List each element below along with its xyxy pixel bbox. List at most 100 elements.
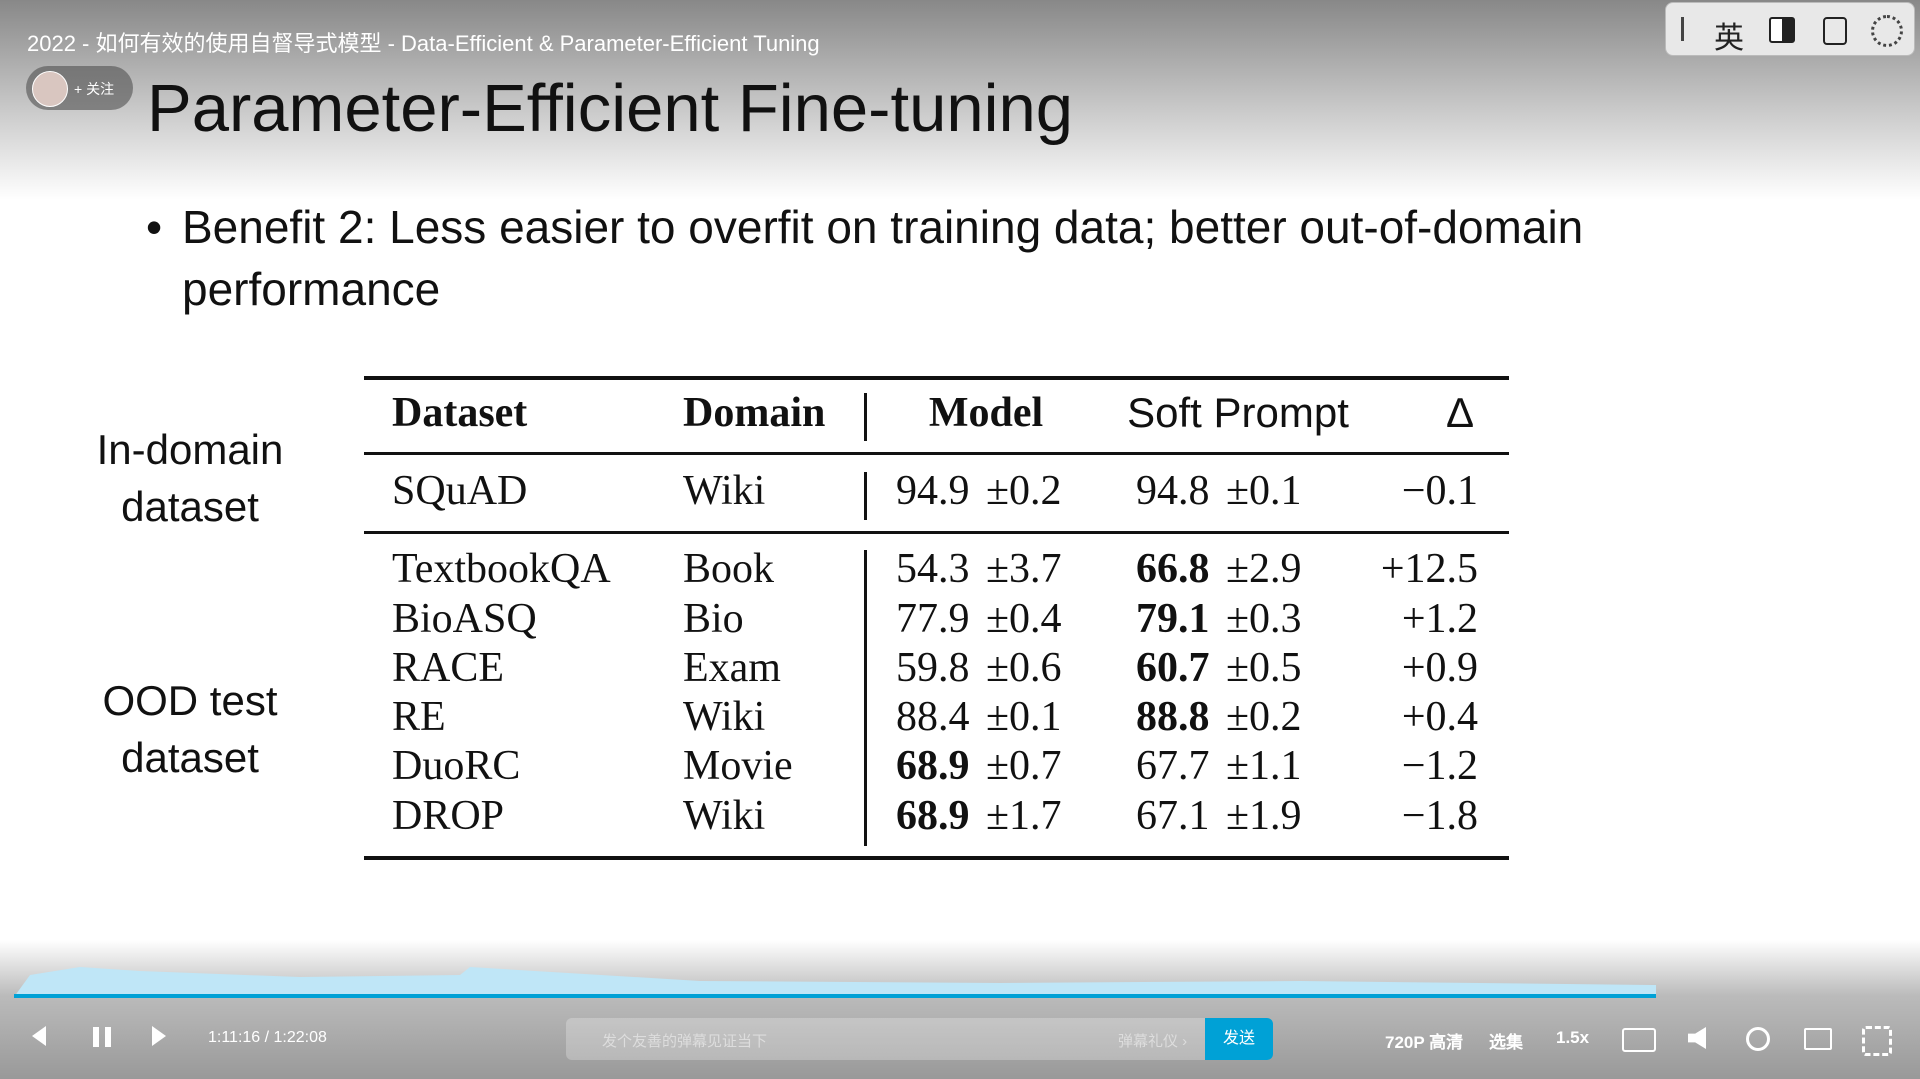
std: ±0.1	[986, 694, 1062, 740]
danmaku-density	[14, 967, 1656, 998]
send-button[interactable]: 发送	[1205, 1018, 1273, 1060]
danmaku-toggle[interactable]	[1622, 1028, 1656, 1052]
episodes[interactable]: 选集	[1489, 1033, 1523, 1052]
danmaku-etiquette[interactable]: 弹幕礼仪 ›	[1118, 1033, 1188, 1050]
progress-bar[interactable]	[14, 994, 1656, 998]
prev-button[interactable]	[32, 1026, 46, 1046]
mean: 94.9	[896, 468, 970, 514]
delta-cell: −1.2	[1401, 743, 1478, 789]
dataset-cell: TextbookQA	[392, 546, 611, 592]
column-divider	[864, 393, 867, 441]
settings[interactable]	[1746, 1027, 1770, 1051]
ime-handle	[1681, 17, 1684, 41]
mean: 77.9	[896, 596, 970, 642]
slide-title: Parameter-Efficient Fine-tuning	[147, 71, 1074, 146]
ime-settings[interactable]	[1871, 15, 1903, 47]
mean: 67.7	[1136, 743, 1210, 789]
mean: 88.4	[896, 694, 970, 740]
pip[interactable]	[1804, 1028, 1832, 1050]
mean: 94.8	[1136, 468, 1210, 514]
column-header: Domain	[683, 390, 826, 436]
std: ±0.1	[1226, 468, 1302, 514]
dataset-cell: RACE	[392, 645, 505, 691]
table-rule	[364, 531, 1509, 534]
mean: 88.8	[1136, 694, 1210, 740]
domain-cell: Wiki	[683, 793, 766, 839]
mean: 67.1	[1136, 793, 1210, 839]
delta-cell: +0.9	[1401, 645, 1478, 691]
domain-cell: Bio	[683, 596, 744, 642]
mean: 79.1	[1136, 596, 1210, 642]
bullet-line: Benefit 2: Less easier to overfit on tra…	[182, 201, 1584, 253]
std: ±0.5	[1226, 645, 1302, 691]
side-label: In-domain	[96, 426, 284, 473]
column-header: Model	[928, 390, 1044, 436]
dataset-cell: SQuAD	[392, 468, 528, 514]
mean: 54.3	[896, 546, 970, 592]
table-rule	[364, 452, 1509, 455]
column-header: Dataset	[392, 390, 528, 436]
domain-cell: Wiki	[683, 694, 766, 740]
ime-toolbar: 英	[1665, 2, 1915, 56]
std: ±0.7	[986, 743, 1062, 789]
column-header: Soft Prompt	[1127, 389, 1349, 436]
ime-icon[interactable]	[1823, 17, 1847, 45]
side-label: dataset	[121, 483, 259, 530]
ime-icon[interactable]	[1769, 17, 1795, 43]
mean: 68.9	[896, 793, 970, 839]
column-divider	[864, 472, 867, 520]
domain-cell: Exam	[683, 645, 781, 691]
top-shade	[0, 0, 1920, 200]
quality[interactable]: 720P 高清	[1385, 1033, 1464, 1052]
fullscreen[interactable]	[1862, 1026, 1892, 1056]
dataset-cell: BioASQ	[392, 596, 537, 642]
pause-button[interactable]	[93, 1027, 99, 1047]
mean: 60.7	[1136, 645, 1210, 691]
avatar[interactable]	[32, 71, 68, 107]
bullet-line: performance	[182, 263, 441, 315]
std: ±2.9	[1226, 546, 1302, 592]
std: ±1.1	[1226, 743, 1302, 789]
delta-cell: −0.1	[1401, 468, 1478, 514]
std: ±0.2	[986, 468, 1062, 514]
follow-label[interactable]: + 关注	[74, 81, 115, 97]
delta-cell: −1.8	[1401, 793, 1478, 839]
video-title: 2022 - 如何有效的使用自督导式模型 - Data-Efficient & …	[27, 31, 820, 56]
side-label: dataset	[121, 734, 259, 781]
column-divider	[864, 550, 867, 846]
delta-cell: +0.4	[1401, 694, 1478, 740]
delta-cell: +12.5	[1380, 546, 1478, 592]
follow-button[interactable]: + 关注	[26, 66, 133, 110]
ime-mode[interactable]: 英	[1714, 22, 1744, 55]
mean: 59.8	[896, 645, 970, 691]
std: ±0.4	[986, 596, 1062, 642]
danmaku-placeholder: 发个友善的弹幕见证当下	[602, 1033, 768, 1050]
next-button[interactable]	[152, 1026, 166, 1046]
danmaku-input[interactable]: 发个友善的弹幕见证当下 弹幕礼仪 ›	[566, 1018, 1206, 1060]
density-wave	[14, 967, 1656, 997]
std: ±0.6	[986, 645, 1062, 691]
std: ±0.2	[1226, 694, 1302, 740]
table-rule	[364, 856, 1509, 860]
side-label: OOD test	[102, 677, 278, 724]
domain-cell: Movie	[683, 743, 793, 789]
dataset-cell: DROP	[392, 793, 505, 839]
std: ±3.7	[986, 546, 1062, 592]
column-header: Δ	[1445, 389, 1475, 436]
mean: 68.9	[896, 743, 970, 789]
bullet-mark: •	[146, 201, 163, 253]
domain-cell: Wiki	[683, 468, 766, 514]
std: ±1.9	[1226, 793, 1302, 839]
std: ±1.7	[986, 793, 1062, 839]
domain-cell: Book	[683, 546, 775, 592]
dataset-cell: DuoRC	[392, 743, 521, 789]
bottom-shade	[0, 940, 1920, 1079]
table-rule	[364, 376, 1509, 380]
speed[interactable]: 1.5x	[1556, 1028, 1590, 1047]
dataset-cell: RE	[392, 694, 446, 740]
std: ±0.3	[1226, 596, 1302, 642]
time: 1:11:16 / 1:22:08	[208, 1029, 327, 1046]
mean: 66.8	[1136, 546, 1210, 592]
delta-cell: +1.2	[1401, 596, 1478, 642]
